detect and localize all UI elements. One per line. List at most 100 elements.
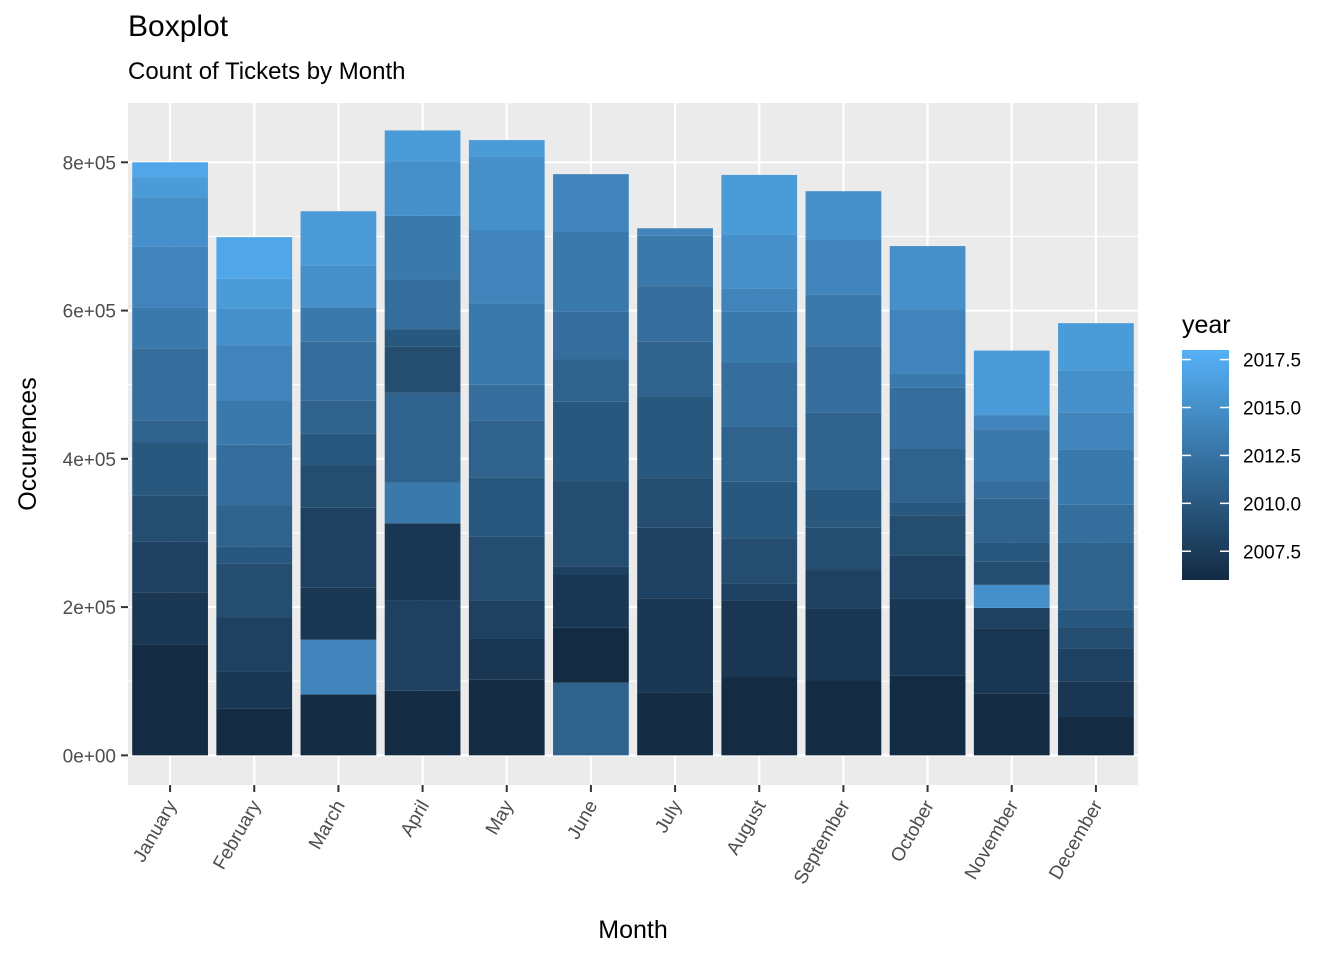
- bar-stack-march: [300, 211, 377, 756]
- bar-segment: [553, 359, 629, 402]
- bar-segment: [973, 542, 1050, 562]
- bar-segment: [468, 477, 545, 537]
- bar-segment: [300, 694, 377, 756]
- bar-segment: [889, 555, 966, 599]
- bar-segment: [468, 536, 545, 601]
- x-axis-title: Month: [598, 916, 667, 944]
- bar-segment: [300, 341, 377, 401]
- legend: year 2007.5 2010.0 2012.5 2015.0 2017.5: [1182, 311, 1301, 580]
- bar-segment: [216, 505, 293, 547]
- bar-segment: [805, 191, 882, 240]
- bar-stack-may: [468, 140, 545, 756]
- bar-segment: [132, 495, 208, 542]
- bar-segment: [721, 600, 798, 678]
- bar-segment: [384, 329, 461, 347]
- x-tick-label: August: [723, 796, 771, 858]
- bar-segment: [468, 384, 545, 421]
- bar-segment: [384, 130, 461, 162]
- bar-segment: [721, 538, 798, 584]
- bar-segment: [300, 265, 377, 308]
- x-tick-label: December: [1045, 796, 1107, 883]
- plot-panel: [128, 103, 1138, 785]
- bar-segment: [1058, 504, 1134, 543]
- bar-segment: [721, 481, 798, 539]
- bar-segment: [973, 561, 1050, 585]
- bar-segment: [553, 401, 629, 482]
- bar-segment: [216, 563, 293, 618]
- bar-segment: [889, 448, 966, 503]
- x-tick-label: January: [129, 797, 181, 866]
- bar-segment: [132, 442, 208, 496]
- bar-segment: [216, 444, 293, 506]
- bar-segment: [216, 278, 293, 309]
- bar-segment: [721, 288, 798, 312]
- bar-stack-september: [805, 191, 882, 756]
- x-tick-label: April: [397, 797, 434, 840]
- x-tick-label: February: [209, 797, 265, 874]
- bar-segment: [132, 592, 208, 645]
- bar-segment: [553, 311, 629, 360]
- bar-segment: [1058, 681, 1134, 717]
- bar-segment: [805, 489, 882, 528]
- bar-segment: [637, 235, 713, 287]
- bar-segment: [132, 162, 208, 178]
- bar-segment: [637, 341, 713, 397]
- bar-segment: [721, 174, 798, 235]
- bar-segment: [721, 426, 798, 482]
- bar-segment: [300, 307, 377, 342]
- bar-segment: [132, 348, 208, 421]
- bar-segment: [384, 482, 461, 524]
- bar-segment: [300, 507, 377, 588]
- bar-segment: [721, 362, 798, 427]
- bar-segment: [889, 675, 966, 756]
- bar-segment: [1058, 370, 1134, 413]
- bar-segment: [216, 237, 293, 279]
- chart-title: Boxplot: [128, 10, 229, 43]
- grid-minor: [128, 235, 1138, 682]
- bar-segment: [132, 177, 208, 198]
- bar-segment: [384, 690, 461, 756]
- x-tick-label: May: [482, 797, 518, 839]
- bar-stack-november: [973, 350, 1050, 756]
- bar-segment: [132, 197, 208, 247]
- y-axis: 0e+00 2e+05 4e+05 6e+05 8e+05: [63, 153, 128, 767]
- bar-segment: [889, 373, 966, 388]
- bar-segment: [1058, 648, 1134, 682]
- bars: [132, 130, 1134, 756]
- bar-segment: [553, 231, 629, 312]
- bar-segment: [216, 401, 293, 445]
- bar-segment: [973, 429, 1050, 482]
- legend-label: 2010.0: [1243, 494, 1301, 515]
- bar-stack-july: [637, 228, 713, 756]
- bar-segment: [132, 246, 208, 308]
- bar-segment: [468, 156, 545, 231]
- bar-segment: [1058, 449, 1134, 505]
- x-tick-label: September: [790, 796, 855, 888]
- y-tick-label: 4e+05: [63, 450, 116, 471]
- x-tick-label: October: [887, 796, 939, 866]
- bar-segment: [1058, 412, 1134, 450]
- y-tick-label: 0e+00: [63, 746, 116, 767]
- bar-segment: [468, 303, 545, 385]
- bar-segment: [468, 600, 545, 639]
- x-tick-label: November: [961, 796, 1023, 883]
- bar-segment: [132, 420, 208, 443]
- bar-segment: [721, 311, 798, 363]
- bar-segment: [1058, 609, 1134, 628]
- bar-segment: [553, 566, 629, 575]
- x-tick-label: July: [651, 797, 686, 837]
- legend-label: 2017.5: [1243, 351, 1301, 372]
- y-tick-label: 2e+05: [63, 598, 116, 619]
- x-tick-label: March: [305, 797, 350, 853]
- bar-segment: [805, 570, 882, 609]
- bar-segment: [468, 679, 545, 756]
- bar-segment: [468, 638, 545, 680]
- bar-segment: [553, 481, 629, 567]
- bar-segment: [889, 515, 966, 556]
- bar-segment: [216, 546, 293, 564]
- bar-segment: [805, 527, 882, 571]
- bar-segment: [384, 392, 461, 483]
- bar-segment: [805, 294, 882, 347]
- bar-segment: [1058, 716, 1134, 756]
